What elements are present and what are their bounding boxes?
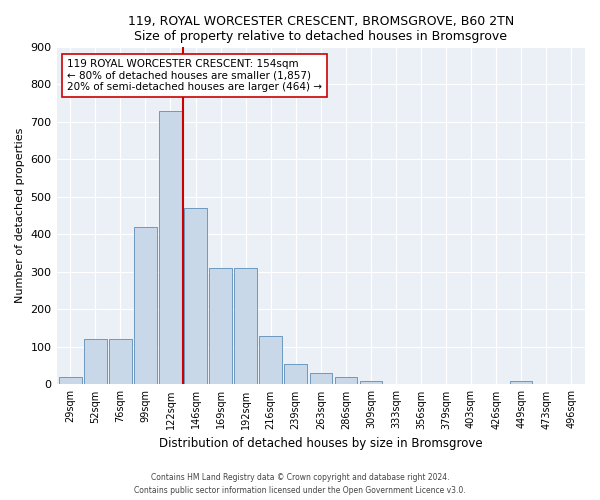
Bar: [59, 377, 82, 384]
Bar: [134, 227, 157, 384]
Bar: [284, 364, 307, 384]
Y-axis label: Number of detached properties: Number of detached properties: [15, 128, 25, 304]
Text: 119 ROYAL WORCESTER CRESCENT: 154sqm
← 80% of detached houses are smaller (1,857: 119 ROYAL WORCESTER CRESCENT: 154sqm ← 8…: [67, 59, 322, 92]
Bar: [109, 340, 131, 384]
Bar: [359, 380, 382, 384]
Bar: [184, 208, 207, 384]
Bar: [84, 340, 107, 384]
Bar: [259, 336, 282, 384]
Bar: [335, 377, 357, 384]
Bar: [159, 110, 182, 384]
X-axis label: Distribution of detached houses by size in Bromsgrove: Distribution of detached houses by size …: [159, 437, 482, 450]
Title: 119, ROYAL WORCESTER CRESCENT, BROMSGROVE, B60 2TN
Size of property relative to : 119, ROYAL WORCESTER CRESCENT, BROMSGROV…: [128, 15, 514, 43]
Bar: [510, 380, 532, 384]
Bar: [209, 268, 232, 384]
Bar: [310, 373, 332, 384]
Text: Contains HM Land Registry data © Crown copyright and database right 2024.
Contai: Contains HM Land Registry data © Crown c…: [134, 474, 466, 495]
Bar: [235, 268, 257, 384]
